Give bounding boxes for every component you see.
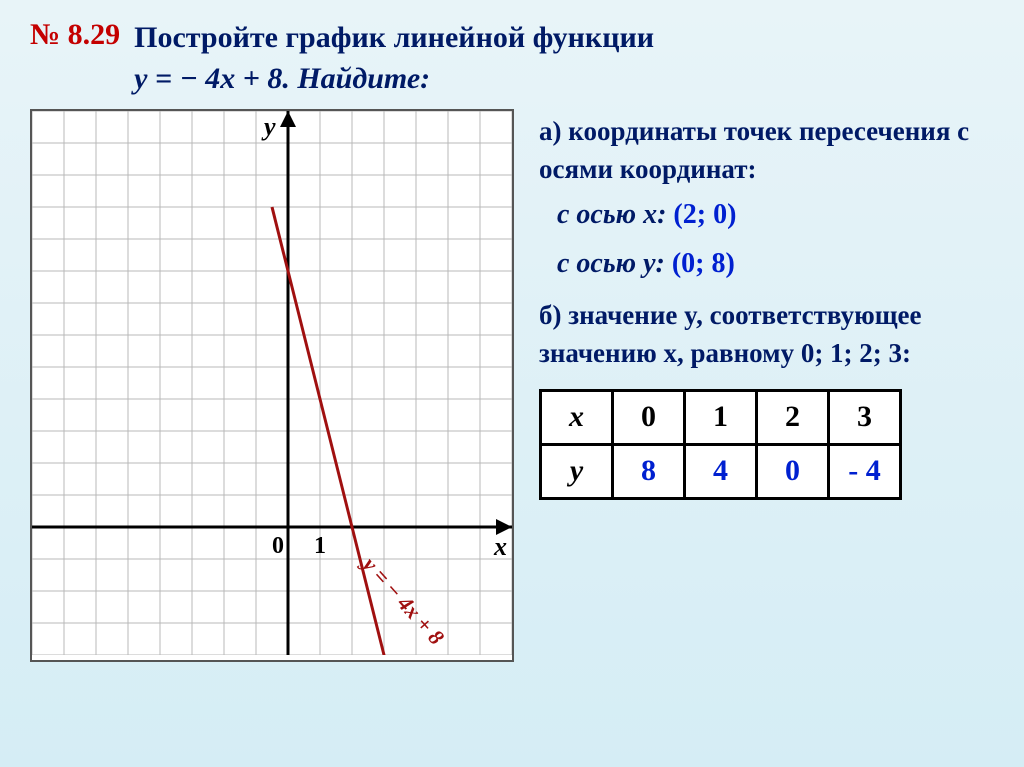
y-cell: - 4 — [829, 444, 901, 498]
svg-text:y: y — [261, 112, 276, 141]
x-cell: 2 — [757, 390, 829, 444]
table-row: x 0 1 2 3 — [541, 390, 901, 444]
part-b-text: б) значение y, соответствующее значению … — [539, 297, 994, 373]
svg-text:1: 1 — [314, 533, 326, 559]
x-header: x — [541, 390, 613, 444]
problem-line1: Постройте график линейной функции — [134, 21, 654, 54]
y-cell: 0 — [757, 444, 829, 498]
x-axis-answer: (2; 0) — [673, 199, 736, 230]
problem-number: № 8.29 — [30, 18, 120, 52]
y-axis-label: с осью y: — [557, 248, 665, 279]
problem-line2: y = − 4x + 8. Найдите: — [134, 62, 430, 95]
y-axis-answer: (0; 8) — [672, 248, 735, 279]
y-header: y — [541, 444, 613, 498]
svg-text:x: x — [493, 532, 507, 561]
graph-panel: yx01y = − 4x + 8 — [30, 109, 514, 662]
problem-statement: Постройте график линейной функции y = − … — [134, 18, 654, 99]
x-cell: 0 — [613, 390, 685, 444]
svg-text:0: 0 — [272, 533, 284, 559]
part-a-title: а) координаты точек пересечения с осями … — [539, 113, 994, 189]
x-cell: 1 — [685, 390, 757, 444]
x-axis-label: с осью x: — [557, 199, 666, 230]
x-cell: 3 — [829, 390, 901, 444]
y-cell: 4 — [685, 444, 757, 498]
table-row: y 8 4 0 - 4 — [541, 444, 901, 498]
function-graph: yx01y = − 4x + 8 — [32, 111, 512, 655]
xy-table: x 0 1 2 3 y 8 4 0 - 4 — [539, 389, 902, 500]
y-cell: 8 — [613, 444, 685, 498]
